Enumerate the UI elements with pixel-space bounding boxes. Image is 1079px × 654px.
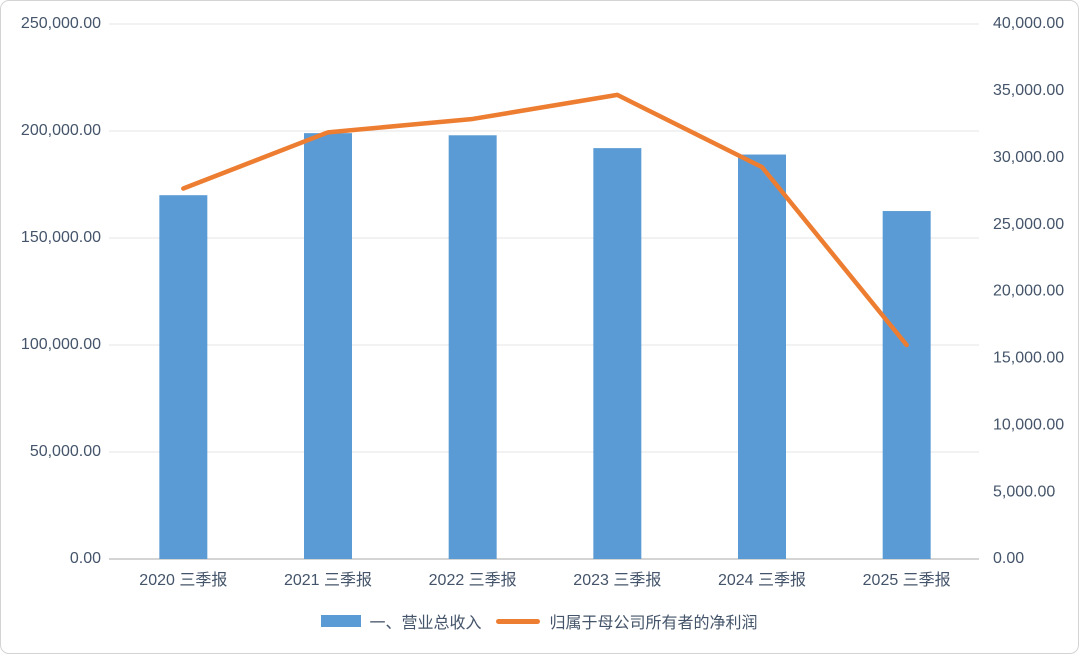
left-axis-tick-label: 100,000.00 (21, 336, 101, 353)
x-axis-category-label: 2024 三季报 (718, 571, 806, 589)
left-axis-tick-label: 200,000.00 (21, 122, 101, 139)
line-series-label: 归属于母公司所有者的净利润 (549, 615, 758, 632)
legend-item-revenue[interactable]: 一、营业总收入 (321, 609, 482, 633)
right-axis-tick-label: 35,000.00 (993, 82, 1064, 99)
x-axis-category-label: 2020 三季报 (139, 571, 227, 589)
x-axis-category-label: 2025 三季报 (863, 571, 951, 589)
right-axis-tick-label: 30,000.00 (993, 149, 1064, 166)
left-axis-tick-label: 0.00 (70, 550, 101, 567)
revenue-bar[interactable] (304, 133, 352, 559)
x-axis-category-label: 2022 三季报 (429, 571, 517, 589)
right-axis-tick-label: 10,000.00 (993, 416, 1064, 433)
right-axis-tick-label: 20,000.00 (993, 283, 1064, 300)
revenue-bar[interactable] (448, 135, 497, 559)
chart-legend: 一、营业总收入 归属于母公司所有者的净利润 (1, 609, 1078, 633)
bar-series-swatch-icon (321, 615, 362, 627)
revenue-bar[interactable] (593, 148, 642, 559)
left-axis-tick-label: 250,000.00 (21, 15, 101, 32)
revenue-bar[interactable] (738, 154, 786, 560)
legend-item-net-profit[interactable]: 归属于母公司所有者的净利润 (495, 609, 758, 633)
line-series-swatch-icon (495, 618, 540, 624)
net-profit-line[interactable] (181, 92, 909, 348)
right-axis-tick-label: 5,000.00 (993, 483, 1055, 500)
revenue-bar[interactable] (159, 195, 208, 559)
right-axis-tick-label: 40,000.00 (993, 15, 1064, 32)
revenue-bar[interactable] (882, 211, 931, 559)
right-axis-tick-label: 15,000.00 (993, 350, 1064, 367)
left-axis-tick-label: 50,000.00 (30, 443, 101, 460)
bar-series-label: 一、营业总收入 (369, 615, 482, 632)
left-axis-tick-label: 150,000.00 (21, 229, 101, 246)
right-axis-tick-label: 0.00 (993, 550, 1024, 567)
right-axis-tick-label: 25,000.00 (993, 216, 1064, 233)
x-axis-category-label: 2021 三季报 (284, 571, 372, 589)
x-axis-category-label: 2023 三季报 (573, 571, 661, 589)
